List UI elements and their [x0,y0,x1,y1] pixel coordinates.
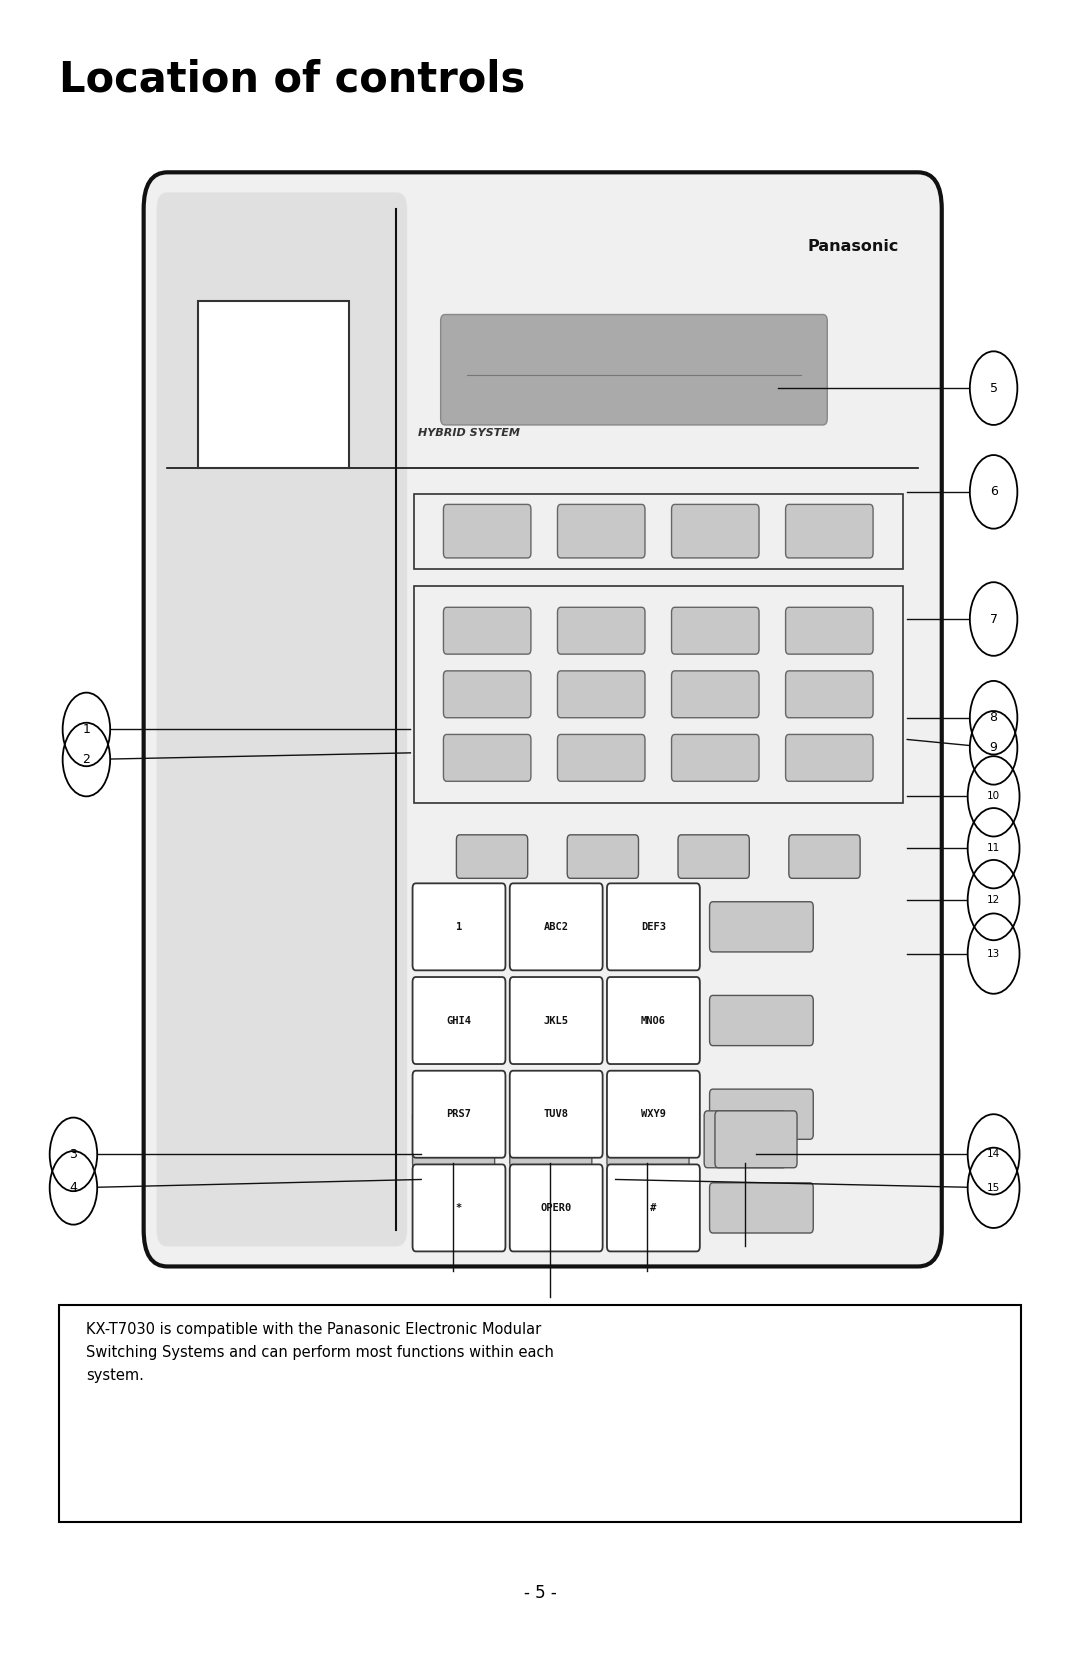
Circle shape [968,860,1020,940]
FancyBboxPatch shape [441,315,827,425]
FancyBboxPatch shape [444,734,531,781]
Text: 1: 1 [82,723,91,736]
FancyBboxPatch shape [557,734,645,781]
FancyBboxPatch shape [413,1164,505,1251]
FancyBboxPatch shape [672,607,759,654]
FancyBboxPatch shape [444,671,531,718]
Bar [414,494,903,569]
Circle shape [63,693,110,766]
FancyBboxPatch shape [557,607,645,654]
FancyBboxPatch shape [510,1071,603,1158]
Text: 5: 5 [989,381,998,395]
Text: MNO6: MNO6 [640,1016,666,1026]
Circle shape [970,351,1017,425]
FancyBboxPatch shape [413,1111,495,1168]
Text: 14: 14 [987,1149,1000,1159]
FancyBboxPatch shape [607,1111,689,1168]
FancyBboxPatch shape [144,172,942,1266]
FancyBboxPatch shape [510,883,603,970]
FancyBboxPatch shape [607,1164,700,1251]
Text: 15: 15 [987,1183,1000,1193]
Circle shape [968,913,1020,994]
FancyBboxPatch shape [785,607,873,654]
Text: 8: 8 [989,711,998,724]
FancyBboxPatch shape [710,1089,813,1139]
Text: OPER0: OPER0 [541,1203,571,1213]
FancyBboxPatch shape [672,734,759,781]
Text: - 5 -: - 5 - [524,1584,556,1601]
Bar [167,209,391,1230]
Text: 3: 3 [69,1148,78,1161]
Text: Panasonic: Panasonic [807,239,899,254]
FancyBboxPatch shape [567,835,638,878]
Text: 10: 10 [987,791,1000,801]
Text: 9: 9 [989,741,998,755]
Circle shape [968,1148,1020,1228]
Text: 12: 12 [987,895,1000,905]
Circle shape [50,1118,97,1191]
Circle shape [968,1114,1020,1195]
Circle shape [970,711,1017,785]
Circle shape [970,681,1017,755]
Circle shape [63,723,110,796]
FancyBboxPatch shape [413,1071,505,1158]
Bar [414,586,903,803]
Text: TUV8: TUV8 [543,1109,569,1119]
FancyBboxPatch shape [457,835,528,878]
FancyBboxPatch shape [710,1183,813,1233]
FancyBboxPatch shape [157,192,407,1246]
Circle shape [968,756,1020,836]
Text: 2: 2 [82,753,91,766]
Circle shape [970,455,1017,529]
FancyBboxPatch shape [413,977,505,1064]
Bar [198,301,349,468]
FancyBboxPatch shape [788,835,860,878]
Circle shape [50,1151,97,1225]
FancyBboxPatch shape [607,977,700,1064]
Text: DEF3: DEF3 [640,922,666,932]
Text: ABC2: ABC2 [543,922,569,932]
Bar [59,1305,1021,1522]
Text: 6: 6 [989,485,998,499]
Text: Location of controls: Location of controls [59,59,526,100]
FancyBboxPatch shape [510,1164,603,1251]
FancyBboxPatch shape [557,671,645,718]
FancyBboxPatch shape [607,1071,700,1158]
FancyBboxPatch shape [672,671,759,718]
FancyBboxPatch shape [785,505,873,559]
Text: HYBRID SYSTEM: HYBRID SYSTEM [418,428,519,438]
Text: 4: 4 [69,1181,78,1195]
Text: GHI4: GHI4 [446,1016,472,1026]
FancyBboxPatch shape [704,1111,786,1168]
Text: 7: 7 [989,612,998,626]
Text: WXY9: WXY9 [640,1109,666,1119]
FancyBboxPatch shape [710,995,813,1046]
FancyBboxPatch shape [444,505,531,559]
Text: *: * [456,1203,462,1213]
Text: 1: 1 [456,922,462,932]
FancyBboxPatch shape [413,883,505,970]
Text: 13: 13 [987,949,1000,959]
Text: JKL5: JKL5 [543,1016,569,1026]
FancyBboxPatch shape [678,835,750,878]
FancyBboxPatch shape [785,671,873,718]
FancyBboxPatch shape [715,1111,797,1168]
FancyBboxPatch shape [785,734,873,781]
FancyBboxPatch shape [510,1111,592,1168]
Circle shape [970,582,1017,656]
FancyBboxPatch shape [557,505,645,559]
FancyBboxPatch shape [672,505,759,559]
FancyBboxPatch shape [607,883,700,970]
Text: PRS7: PRS7 [446,1109,472,1119]
FancyBboxPatch shape [510,977,603,1064]
FancyBboxPatch shape [444,607,531,654]
Text: KX-T7030 is compatible with the Panasonic Electronic Modular
Switching Systems a: KX-T7030 is compatible with the Panasoni… [86,1322,554,1384]
Text: #: # [650,1203,657,1213]
FancyBboxPatch shape [710,902,813,952]
Circle shape [968,808,1020,888]
Text: 11: 11 [987,843,1000,853]
